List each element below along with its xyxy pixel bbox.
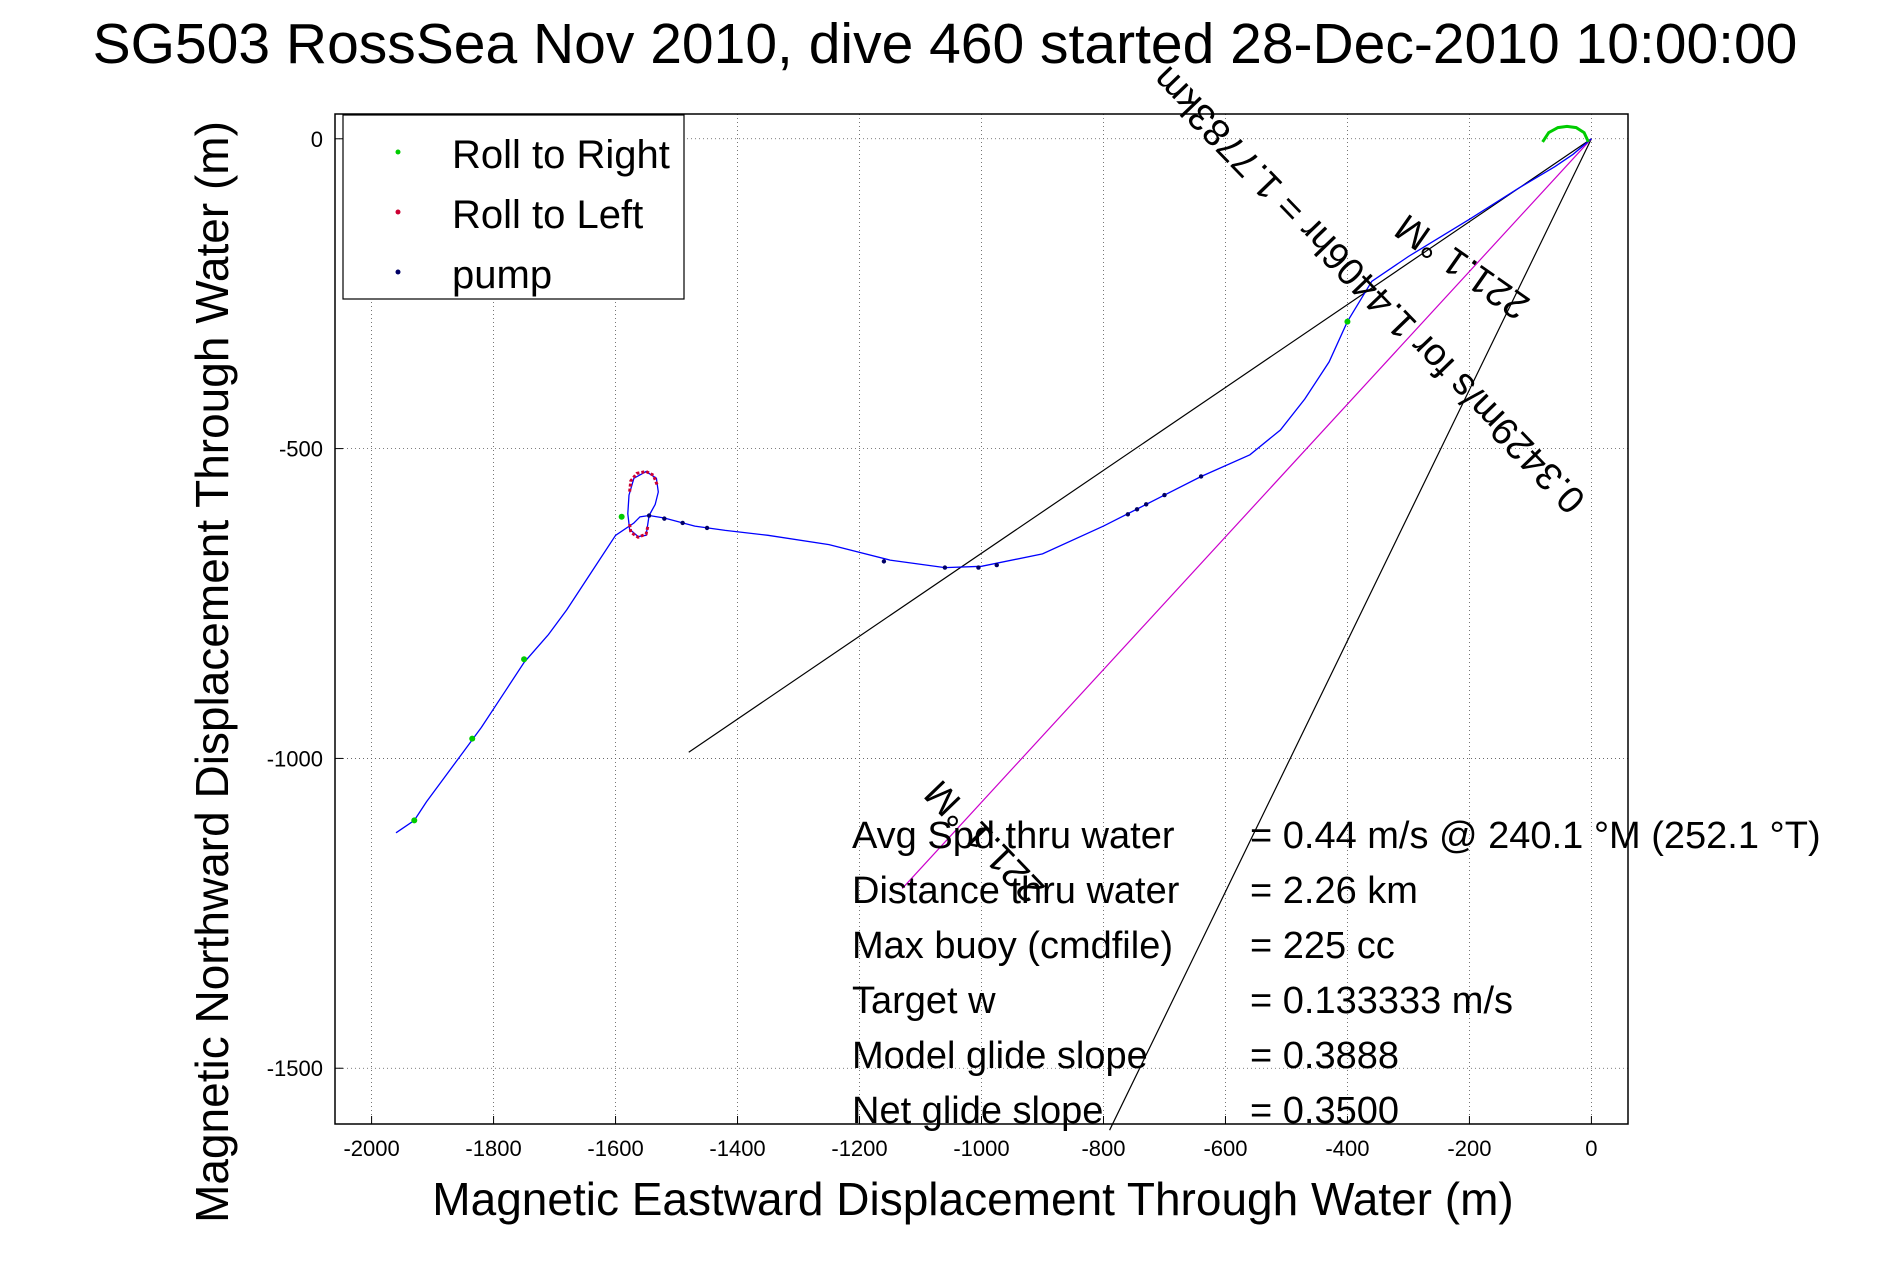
reference-line [688,138,1592,753]
pump-marker [662,516,667,521]
roll-right-marker [1344,318,1351,325]
x-tick-label: -1400 [709,1136,765,1161]
pump-marker [976,565,981,570]
pump-marker [704,525,710,531]
roll-right-marker [521,656,528,663]
y-tick-label: -1000 [267,746,323,771]
x-tick-label: -800 [1081,1136,1125,1161]
stat-label: Distance thru water [852,870,1180,912]
legend-marker [395,149,401,155]
stats-group: Avg Spd thru water = 0.44 m/s @ 240.1 °M … [852,815,1821,1132]
roll-right-marker [411,817,418,824]
chart-title: SG503 RossSea Nov 2010, dive 460 started… [93,12,1798,76]
stat-value: = 0.133333 m/s [1250,980,1513,1022]
pump-marker [1134,507,1140,512]
stat-label: Target w [852,980,996,1022]
pump-marker [1125,512,1131,517]
glider-track-line [395,138,1592,834]
tick-group: -2000 -1800 -1600 -1400 -1200 -1000 -800 -600 -4… [267,127,1598,1161]
stat-value: = 0.3500 [1250,1090,1399,1132]
roll-left-arc [628,523,650,539]
legend-label: Roll to Left [452,193,643,237]
pump-marker [1198,474,1204,479]
x-tick-label: -1600 [587,1136,643,1161]
stat-value: = 0.3888 [1250,1035,1399,1077]
x-tick-label: -1000 [953,1136,1009,1161]
roll-right-marker [618,513,625,520]
pump-marker [1162,492,1167,498]
x-axis-label: Magnetic Eastward Displacement Through W… [432,1173,1513,1225]
y-axis-label: Magnetic Northward Displacement Through … [186,121,238,1223]
pump-marker [994,562,999,568]
reference-line [1109,138,1592,1131]
y-tick-label: -500 [279,437,323,462]
x-tick-label: -600 [1203,1136,1247,1161]
stat-label: Model glide slope [852,1035,1148,1077]
heading-line [901,138,1592,889]
marker-group [411,124,1590,824]
stat-value: = 225 cc [1250,925,1395,967]
stat-value: = 2.26 km [1250,870,1418,912]
stat-label: Net glide slope [852,1090,1103,1132]
legend-marker [395,209,401,215]
legend-marker [395,269,401,275]
x-tick-label: -1200 [831,1136,887,1161]
x-tick-label: 0 [1585,1136,1597,1161]
legend: Roll to Right Roll to Left pump [342,114,685,300]
pump-marker [1143,502,1149,507]
x-tick-label: -400 [1325,1136,1369,1161]
legend-box [342,114,685,300]
x-tick-label: -2000 [343,1136,399,1161]
roll-right-arc [1541,124,1590,143]
y-tick-label: -1500 [267,1056,323,1081]
roll-right-marker [469,735,476,742]
pump-marker [942,565,948,570]
pump-marker [881,559,887,564]
x-tick-label: -1800 [465,1136,521,1161]
stat-label: Avg Spd thru water [852,815,1175,857]
pump-marker [680,520,685,526]
heading-line-group [901,138,1592,889]
stat-value: = 0.44 m/s @ 240.1 °M (252.1 °T) [1250,815,1821,857]
roll-left-arc [628,469,659,493]
pump-marker [646,513,652,518]
reference-lines [688,138,1592,1131]
x-tick-label: -200 [1447,1136,1491,1161]
y-tick-label: 0 [311,127,323,152]
legend-label: Roll to Right [452,133,670,177]
stat-label: Max buoy (cmdfile) [852,925,1173,967]
legend-label: pump [452,253,552,297]
